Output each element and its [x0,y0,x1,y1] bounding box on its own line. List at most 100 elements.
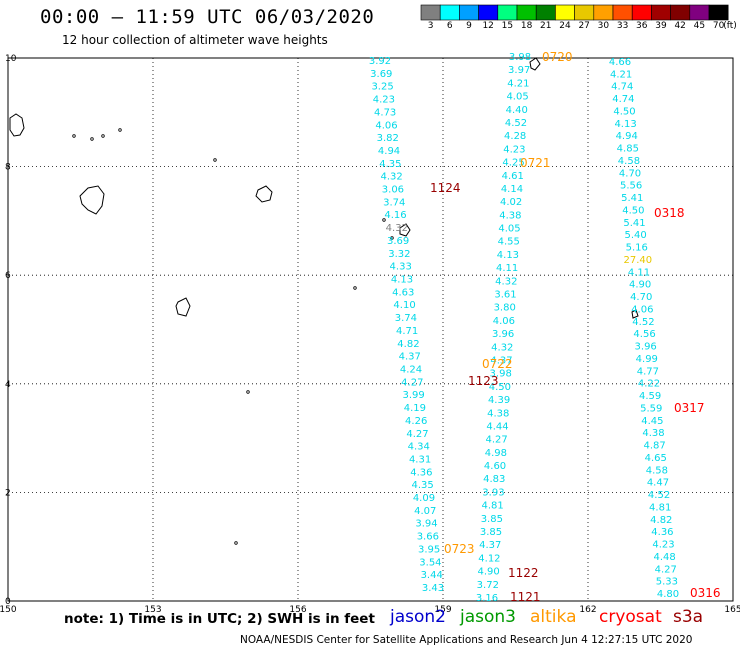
wave-height-value: 4.37 [490,355,512,366]
y-tick-label: 6 [5,271,11,281]
wave-height-value: 4.06 [493,316,515,327]
wave-height-value: 4.32 [495,276,517,287]
wave-height-value: 4.58 [618,156,640,167]
wave-height-value: 4.71 [396,326,418,337]
wave-height-value: 4.38 [499,210,521,221]
wave-height-value: 4.56 [633,329,655,340]
wave-height-value: 3.54 [419,557,441,568]
wave-height-value: 4.82 [650,515,672,526]
x-tick-label: 153 [144,605,161,615]
wave-height-value: 4.13 [497,250,519,261]
wave-height-value: 4.13 [614,119,636,130]
wave-height-value: 3.74 [395,313,417,324]
legend-swatch [612,4,633,21]
small-island [101,134,105,138]
legend-label: 15 [501,21,514,31]
pass-time-label: 1124 [430,181,461,195]
legend-swatch [439,4,460,21]
wave-height-value: 4.52 [648,490,670,501]
legend-swatch [574,4,595,21]
wave-height-value: 4.16 [384,210,406,221]
wave-height-value: 5.40 [624,230,646,241]
wave-height-value: 4.35 [379,159,401,170]
wave-height-value: 4.37 [479,540,501,551]
wave-height-value: 4.74 [612,94,634,105]
wave-height-value: 4.38 [487,408,509,419]
wave-height-value: 3.80 [494,303,516,314]
wave-height-value: 3.82 [377,133,399,144]
pass-time-label: 0721 [520,156,551,170]
legend-label: 42 [674,21,686,31]
wave-height-value: 4.98 [485,448,507,459]
wave-height-value: 4.24 [400,364,422,375]
wave-height-value: 5.59 [640,403,662,414]
wave-height-value: 4.36 [651,527,673,538]
small-island [213,158,217,162]
small-island [353,286,357,290]
wave-height-value: 3.66 [417,532,439,543]
legend-swatch [497,4,518,21]
wave-height-value: 3.93 [482,487,504,498]
wave-height-value: 4.90 [629,280,651,291]
wave-height-value: 4.90 [477,567,499,578]
wave-height-value: 4.99 [636,354,658,365]
wave-height-value: 4.21 [507,78,529,89]
wave-height-value: 3.98 [490,369,512,380]
small-island [246,390,250,394]
island-outline [529,57,541,71]
wave-height-value: 4.37 [399,352,421,363]
wave-height-value: 4.22 [638,379,660,390]
legend-swatch [631,4,652,21]
wave-height-value: 4.80 [657,589,679,600]
legend-label: 33 [616,21,629,31]
y-tick-label: 8 [5,163,11,173]
legend-label: 24 [559,21,571,31]
credit-line: NOAA/NESDIS Center for Satellite Applica… [240,634,693,646]
wave-height-value: 3.69 [370,69,392,80]
wave-height-value: 3.97 [508,65,530,76]
wave-height-value: 3.69 [387,236,409,247]
wave-height-value: 4.35 [412,480,434,491]
wave-height-value: 4.45 [641,416,663,427]
wave-height-value: 4.27 [401,377,423,388]
legend-swatch [651,4,671,21]
legend-label: 36 [636,21,648,31]
small-island [90,137,94,141]
wave-height-value: 4.81 [649,502,671,513]
wave-height-value: 5.41 [621,193,643,204]
wave-height-value: 4.50 [622,205,644,216]
wave-height-value: 3.85 [480,527,502,538]
wave-height-value: 4.33 [390,262,412,273]
wave-height-value: 4.59 [639,391,661,402]
wave-height-value: 4.07 [414,506,436,517]
y-tick-label: 10 [5,54,17,64]
wave-height-value: 4.73 [374,107,396,118]
wave-height-value: 4.74 [611,82,633,93]
wave-height-value: 4.39 [488,395,510,406]
wave-height-value: 4.32 [381,172,403,183]
wave-height-value: 4.11 [496,263,518,274]
wave-height-value: 4.06 [375,120,397,131]
legend-label: 39 [655,21,667,31]
wave-height-value: 4.50 [489,382,511,393]
wave-height-value: 3.43 [422,583,444,594]
wave-height-value: 3.16 [476,593,498,604]
x-tick-label: 159 [434,605,451,615]
wave-height-value: 5.16 [626,243,648,254]
wave-height-value: 4.47 [647,478,669,489]
legend-label: 27 [578,21,590,31]
wave-height-value: 4.10 [393,300,415,311]
wave-height-value: 4.77 [637,366,659,377]
island-outline [631,309,639,319]
mission-jason2: jason2 [390,607,446,627]
legend-label: 6 [446,21,453,31]
wave-height-value: 4.81 [482,501,504,512]
legend-label: 12 [482,21,494,31]
wave-height-value: 4.52 [505,118,527,129]
wave-height-value: 3.25 [371,82,393,93]
wave-height-value: 3.99 [402,390,424,401]
pass-time-label: 0318 [654,206,685,220]
island-outline [175,297,191,317]
wave-height-value: 4.85 [617,144,639,155]
wave-height-value: 4.27 [406,429,428,440]
